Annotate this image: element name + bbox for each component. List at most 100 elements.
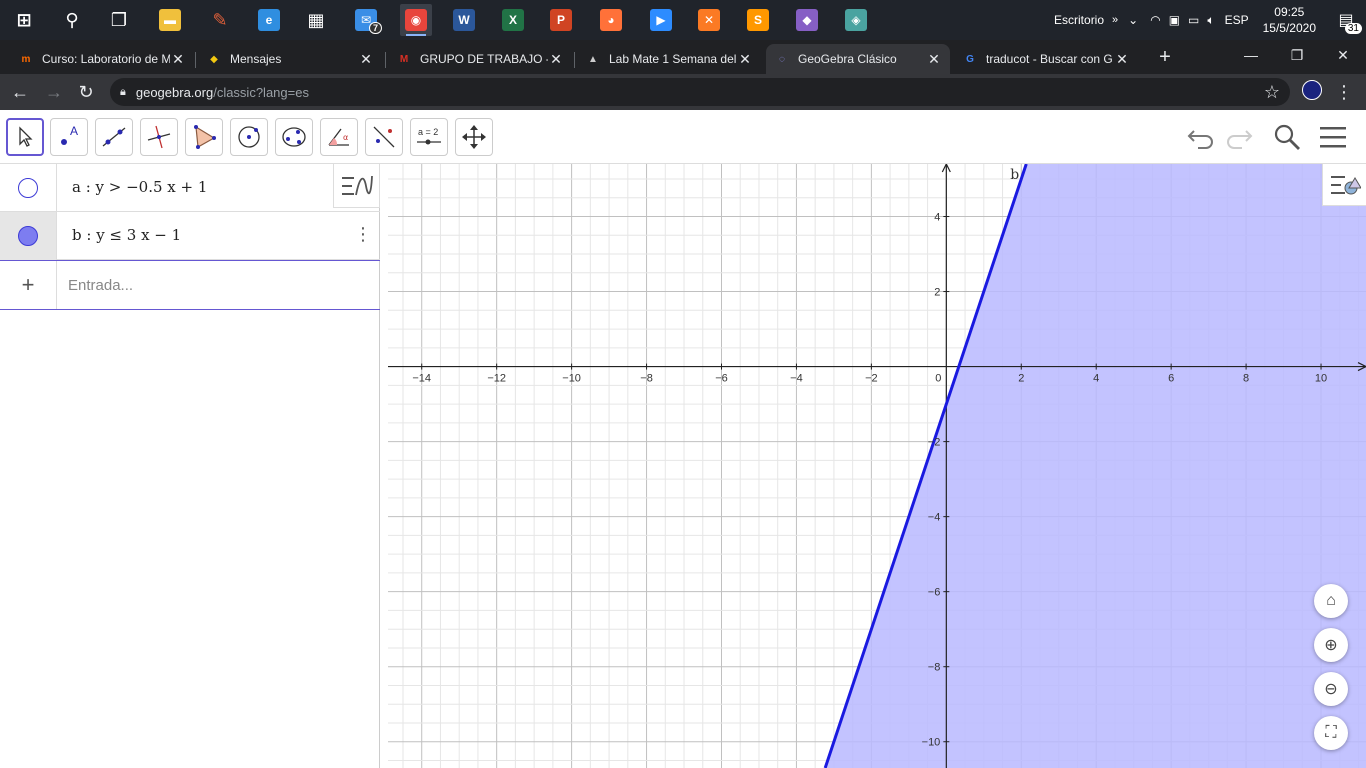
browser-tab[interactable]: ◆ Mensajes ✕ <box>198 44 382 74</box>
point-tool[interactable]: A <box>50 118 88 156</box>
word-taskbar-button[interactable]: W <box>448 4 480 36</box>
algebra-input-row: + <box>0 260 380 310</box>
file-explorer-taskbar-button[interactable]: ▬ <box>154 4 186 36</box>
app-taskbar-button[interactable]: ◈ <box>840 4 872 36</box>
move-tool[interactable] <box>6 118 44 156</box>
circle-center-point-tool[interactable] <box>230 118 268 156</box>
wifi-icon[interactable]: ◠ <box>1150 13 1161 27</box>
active-app-indicator <box>406 34 426 36</box>
search-taskbar-button[interactable]: ⚲ <box>56 4 88 36</box>
algebra-item-a[interactable]: a : y > −0.5 x + 1 <box>0 164 380 212</box>
graphics-style-bar-button[interactable] <box>1322 164 1366 206</box>
minimize-button[interactable]: — <box>1244 47 1258 63</box>
notifications-button[interactable]: ▤ 31 <box>1326 0 1366 40</box>
chrome-taskbar-button[interactable]: ◉ <box>400 4 432 36</box>
browser-tab[interactable]: m Curso: Laboratorio de M ✕ <box>10 44 194 74</box>
undo-button[interactable] <box>1186 122 1216 152</box>
zoom-in-button[interactable]: ⊕ <box>1314 628 1348 662</box>
line-tool[interactable] <box>95 118 133 156</box>
windows-start-icon: ⊞ <box>16 9 32 30</box>
chevron-down-icon[interactable]: ⌄ <box>1128 13 1139 27</box>
visibility-toggle-b[interactable] <box>0 212 57 260</box>
firefox-taskbar-button[interactable]: ◕ <box>595 4 627 36</box>
item-options-icon[interactable]: ⋮ <box>354 224 372 244</box>
zoom-icon: ▶ <box>650 9 672 31</box>
tab-separator <box>574 52 575 68</box>
ellipse-icon <box>282 127 306 147</box>
redo-button[interactable] <box>1224 122 1254 152</box>
slider-tool[interactable]: a = 2 <box>410 118 448 156</box>
battery-icon[interactable]: ▭ <box>1188 13 1200 27</box>
tab-close-icon[interactable]: ✕ <box>360 50 372 67</box>
reflect-tool[interactable] <box>365 118 403 156</box>
system-tray: Escritorio » ⌄ ◠ ▣ ▭ 🔈︎ ESP 09:25 15/5/2… <box>1054 0 1366 40</box>
excel-taskbar-button[interactable]: X <box>497 4 529 36</box>
algebra-expression-a[interactable]: a : y > −0.5 x + 1 <box>72 178 208 196</box>
standard-view-button[interactable]: ⌂ <box>1314 584 1348 618</box>
algebra-style-menu-button[interactable] <box>333 164 380 208</box>
mail-taskbar-button[interactable]: ✉ 7 <box>350 4 382 36</box>
add-input-icon[interactable]: + <box>0 261 57 309</box>
fullscreen-button[interactable]: ⛶ <box>1314 716 1348 750</box>
tab-close-icon[interactable]: ✕ <box>928 50 940 67</box>
algebra-item-b[interactable]: b : y ≤ 3 x − 1 ⋮ <box>0 212 380 260</box>
windows-start-taskbar-button[interactable]: ⊞ <box>8 4 40 36</box>
x-tick-label: 6 <box>1168 373 1174 385</box>
visibility-toggle-a[interactable] <box>0 164 57 212</box>
task-view-taskbar-button[interactable]: ❐ <box>103 4 135 36</box>
coordinate-plot[interactable]: −14 −12 −10 −8 −6 −4 −2 0 2 4 6 8 10 4 2 −2 −4 −6 −8 −10 b <box>388 164 1366 768</box>
ellipse-tool[interactable] <box>275 118 313 156</box>
zoom-taskbar-button[interactable]: ▶ <box>645 4 677 36</box>
profile-avatar[interactable] <box>1300 80 1324 104</box>
paint-taskbar-button[interactable]: ✎ <box>204 4 236 36</box>
geogebra-toolbar: A α a = 2 <box>0 110 1366 164</box>
store-taskbar-button[interactable]: ▦ <box>300 4 332 36</box>
new-tab-button[interactable]: + <box>1159 46 1171 68</box>
powerpoint-taskbar-button[interactable]: P <box>545 4 577 36</box>
line-label-b: b <box>1010 167 1019 183</box>
inequality-boundary-line <box>823 164 1028 768</box>
tab-separator <box>195 52 196 68</box>
main-menu-button[interactable] <box>1318 122 1348 152</box>
tab-close-icon[interactable]: ✕ <box>739 50 751 67</box>
algebra-input-field[interactable] <box>68 273 368 297</box>
address-bar: ← → ↻ 🔒︎ geogebra.org/classic?lang=es ☆ … <box>0 74 1366 110</box>
perpendicular-line-tool[interactable] <box>140 118 178 156</box>
tab-close-icon[interactable]: ✕ <box>1116 50 1128 67</box>
graphics-view[interactable]: −14 −12 −10 −8 −6 −4 −2 0 2 4 6 8 10 4 2 −2 −4 −6 −8 −10 b ⌂… <box>388 164 1366 768</box>
chevron-overflow-icon[interactable]: » <box>1112 14 1119 26</box>
forward-button[interactable]: → <box>45 82 63 102</box>
browser-tab[interactable]: ◌ GeoGebra Clásico ✕ <box>766 44 950 74</box>
volume-icon[interactable]: 🔈︎ <box>1207 12 1215 27</box>
tab-close-icon[interactable]: ✕ <box>550 50 562 67</box>
desktop-label[interactable]: Escritorio <box>1054 13 1105 27</box>
search-button[interactable] <box>1272 122 1302 152</box>
sublime-icon: S <box>747 9 769 31</box>
restore-button[interactable]: ❐ <box>1290 47 1304 63</box>
back-button[interactable]: ← <box>11 82 29 102</box>
url-path: /classic?lang=es <box>213 84 309 100</box>
visual-studio-taskbar-button[interactable]: ◆ <box>791 4 823 36</box>
browser-tab[interactable]: ▲ Lab Mate 1 Semana del ✕ <box>577 44 761 74</box>
url-field[interactable]: 🔒︎ geogebra.org/classic?lang=es <box>110 78 1290 106</box>
angle-tool[interactable]: α <box>320 118 358 156</box>
zoom-out-button[interactable]: ⊖ <box>1314 672 1348 706</box>
clock[interactable]: 09:25 15/5/2020 <box>1263 4 1316 36</box>
browser-menu-icon[interactable]: ⋮ <box>1335 82 1353 102</box>
tab-close-icon[interactable]: ✕ <box>172 50 184 67</box>
sublime-taskbar-button[interactable]: S <box>742 4 774 36</box>
polygon-icon <box>194 125 216 149</box>
language-indicator[interactable]: ESP <box>1224 13 1249 27</box>
network-icon[interactable]: ▣ <box>1168 13 1181 27</box>
reload-button[interactable]: ↻ <box>78 82 94 102</box>
browser-tab[interactable]: M GRUPO DE TRABAJO - c ✕ <box>388 44 572 74</box>
bookmark-star-icon[interactable]: ☆ <box>1263 82 1281 102</box>
xampp-taskbar-button[interactable]: ✕ <box>693 4 725 36</box>
edge-taskbar-button[interactable]: e <box>253 4 285 36</box>
close-window-button[interactable]: ✕ <box>1337 47 1349 63</box>
polygon-tool[interactable] <box>185 118 223 156</box>
move-graphics-view-tool[interactable] <box>455 118 493 156</box>
algebra-expression-b[interactable]: b : y ≤ 3 x − 1 <box>72 226 182 244</box>
search-icon: ⚲ <box>65 9 79 30</box>
